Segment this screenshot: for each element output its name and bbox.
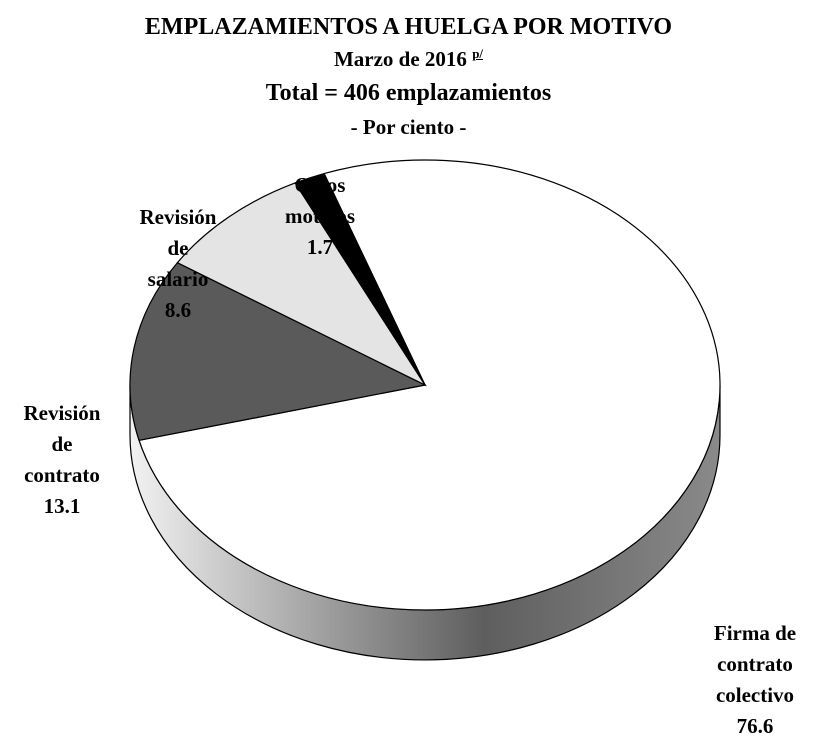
slice-name: Otros motivos — [285, 173, 355, 228]
unit-label: - Por ciento - — [350, 115, 467, 139]
slice-name: Revisión de contrato — [23, 401, 101, 487]
slice-name: Revisión de salario — [139, 205, 217, 291]
pie-slice — [138, 159, 721, 611]
slice-label: Firma de contrato colectivo 76.6 — [705, 618, 805, 736]
pie-slice — [294, 172, 426, 386]
slice-label: Revisión de contrato 13.1 — [21, 398, 103, 522]
subtitle-note: p/ — [472, 46, 484, 61]
subtitle-line: Marzo de 2016 p/ — [0, 46, 817, 72]
slice-value: 76.6 — [736, 714, 774, 736]
slice-name: Firma de contrato colectivo — [713, 621, 797, 707]
slice-value: 1.7 — [306, 235, 334, 259]
total-label: Total = 406 emplazamientos — [265, 80, 552, 106]
pie-slice — [129, 261, 427, 442]
slice-label: Revisión de salario 8.6 — [137, 202, 219, 326]
slice-label: Otros motivos 1.7 — [279, 170, 361, 263]
chart-title: EMPLAZAMIENTOS A HUELGA POR MOTIVO — [144, 14, 673, 40]
slice-value: 13.1 — [43, 494, 81, 518]
subtitle: Marzo de 2016 — [333, 47, 467, 71]
pie-slice — [176, 182, 427, 387]
slice-value: 8.6 — [164, 298, 192, 322]
